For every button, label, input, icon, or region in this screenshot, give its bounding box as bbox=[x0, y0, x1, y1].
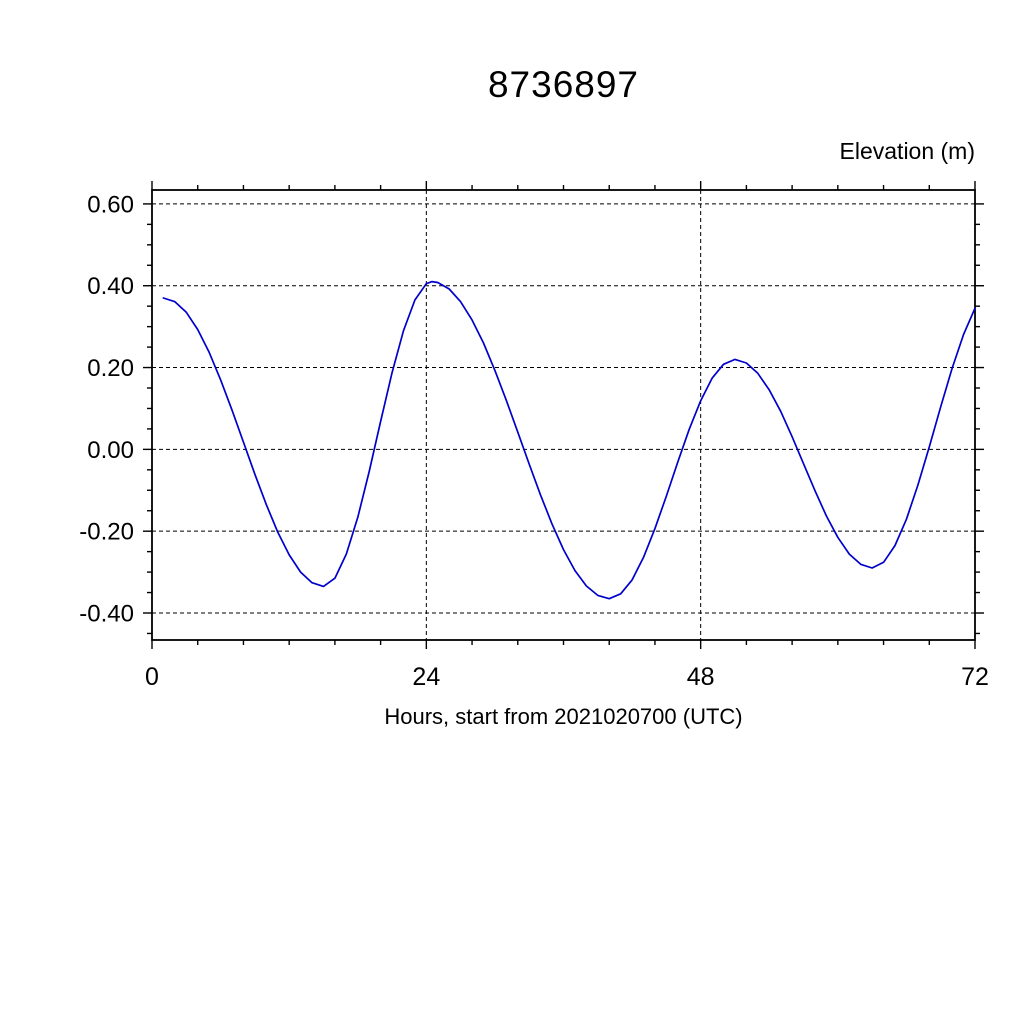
x-tick-label: 72 bbox=[961, 663, 989, 691]
chart-title: 8736897 bbox=[487, 64, 640, 105]
x-tick-label: 24 bbox=[412, 663, 440, 691]
y-tick-label: 0.40 bbox=[87, 273, 134, 300]
y-axis-title: Elevation (m) bbox=[839, 138, 975, 164]
plot-frame bbox=[151, 189, 976, 641]
y-tick-label: 0.00 bbox=[87, 437, 134, 464]
x-tick-label: 48 bbox=[687, 663, 715, 691]
series-line bbox=[162, 280, 976, 600]
x-tick-label: 0 bbox=[145, 663, 159, 691]
y-tick-label: -0.20 bbox=[79, 519, 134, 546]
y-tick-label: -0.40 bbox=[79, 600, 134, 627]
y-tick-label: 0.60 bbox=[87, 191, 134, 218]
x-axis-title: Hours, start from 2021020700 (UTC) bbox=[384, 704, 743, 729]
y-tick-label: 0.20 bbox=[87, 355, 134, 382]
